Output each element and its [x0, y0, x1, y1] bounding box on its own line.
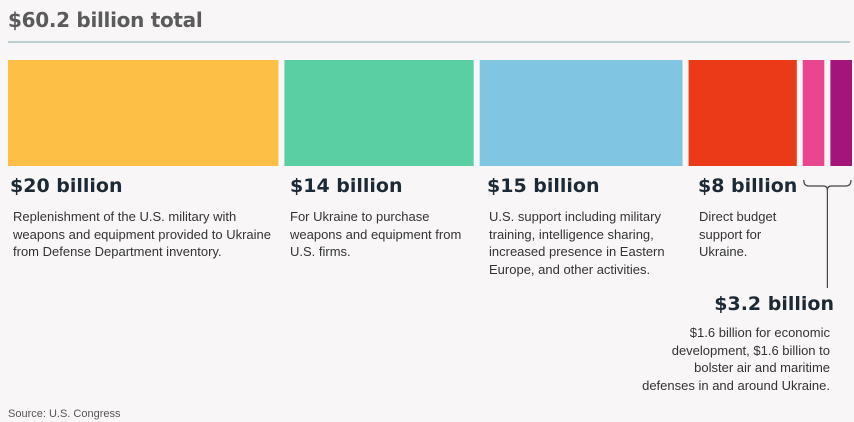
segment-amount-label: $15 billion — [487, 175, 600, 197]
group-description: $1.6 billion for economic development, $… — [642, 325, 830, 393]
bar-segment — [284, 60, 474, 166]
bar-segment — [479, 60, 683, 166]
bar-segment — [830, 60, 852, 166]
segment-description: U.S. support including military training… — [489, 209, 665, 277]
segment-amount-label: $20 billion — [10, 175, 123, 197]
bar-segment — [802, 60, 825, 166]
segment-description: Direct budget support for Ukraine. — [699, 209, 777, 259]
title-divider — [8, 41, 850, 43]
segment-description: For Ukraine to purchase weapons and equi… — [290, 209, 462, 259]
segment-amount-label: $8 billion — [698, 175, 798, 197]
bar-segment — [688, 60, 797, 166]
chart-title: $60.2 billion total — [8, 8, 203, 32]
bar-segment — [8, 60, 279, 166]
source-note: Source: U.S. Congress — [8, 408, 121, 420]
segment-description: Replenishment of the U.S. military with … — [13, 209, 272, 259]
group-bracket — [803, 179, 852, 191]
group-amount-label: $3.2 billion — [714, 293, 834, 315]
segment-amount-label: $14 billion — [290, 175, 403, 197]
